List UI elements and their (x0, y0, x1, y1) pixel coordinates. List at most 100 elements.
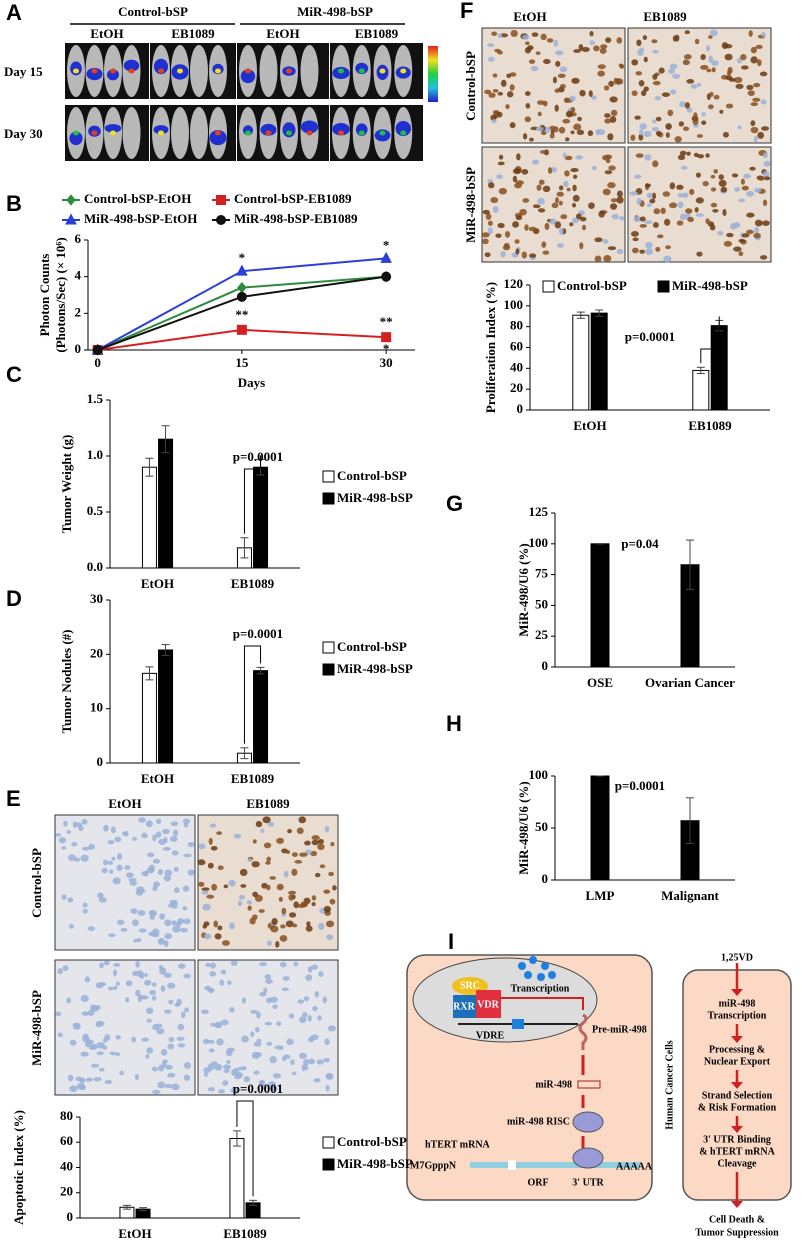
bracket (236, 1100, 254, 1197)
cell (635, 71, 643, 76)
cell (172, 925, 181, 933)
x-tick-label: EB1089 (223, 1226, 267, 1241)
label: miR-498 (535, 1079, 572, 1090)
cell (708, 35, 713, 39)
mouse (122, 107, 141, 159)
y-tick-label: 6 (75, 231, 82, 246)
cell (686, 151, 691, 156)
cell (525, 102, 531, 109)
cell (210, 962, 216, 969)
cell (557, 73, 566, 78)
cell (652, 74, 658, 80)
error-bar (232, 1130, 241, 1147)
cell (283, 1054, 291, 1060)
cell (652, 119, 657, 124)
cell (529, 253, 537, 258)
panel-label: E (6, 786, 21, 811)
cell (490, 196, 499, 204)
cell (151, 982, 157, 987)
cell (757, 175, 765, 181)
signal (286, 68, 292, 74)
signal (355, 62, 369, 75)
cell (696, 82, 702, 87)
signal (265, 130, 272, 136)
error-bar (161, 425, 170, 454)
cell (655, 246, 661, 252)
signal (358, 68, 365, 74)
cell (484, 89, 492, 95)
cell (594, 255, 602, 263)
cell (167, 982, 176, 989)
cell (631, 59, 639, 66)
cell (692, 118, 699, 125)
cell (98, 896, 107, 903)
cell (672, 35, 678, 42)
cell (487, 220, 493, 226)
annotation: p=0.0001 (233, 626, 283, 641)
cell (228, 879, 236, 887)
cell (323, 889, 331, 894)
cell (171, 920, 177, 926)
cell (325, 1072, 334, 1079)
annotation: ** (380, 314, 393, 329)
cell (270, 925, 279, 933)
cell (81, 819, 88, 825)
cell (319, 864, 326, 869)
cell (737, 57, 743, 64)
cell (728, 77, 736, 82)
legend-label: MiR-498-bSP (672, 278, 748, 293)
x-tick-label: 0 (94, 355, 101, 370)
cell (741, 233, 750, 238)
cell (264, 1021, 273, 1026)
cell (551, 166, 557, 173)
column-label: EtOH (513, 9, 546, 24)
legend-swatch (657, 280, 670, 293)
cell (510, 29, 518, 38)
cell (237, 900, 243, 907)
marker (65, 213, 77, 225)
cell (169, 836, 178, 843)
cell (524, 116, 532, 123)
cell (171, 1083, 180, 1091)
cell (75, 822, 82, 828)
cell (256, 1011, 261, 1019)
cell (687, 216, 694, 223)
cell (570, 168, 579, 173)
cell (298, 1052, 307, 1059)
cell (69, 1085, 78, 1092)
signal (73, 130, 79, 136)
cell (141, 1037, 149, 1042)
vdr-shape (476, 990, 501, 1018)
step-label: & hTERT mRNA (699, 1146, 775, 1157)
label: SRC (460, 980, 480, 991)
cell (61, 894, 67, 900)
cell (607, 133, 614, 141)
cell (738, 251, 744, 257)
group-label: Control-bSP (118, 4, 188, 19)
cell (639, 216, 646, 222)
cell (317, 1015, 322, 1021)
cell (741, 185, 749, 191)
cell (313, 1078, 321, 1083)
signal (395, 120, 412, 137)
cell (262, 816, 271, 824)
x-tick-label: LMP (586, 888, 615, 903)
mir-duplex (577, 1080, 601, 1089)
cell (608, 80, 614, 87)
cell (710, 174, 716, 179)
cell (609, 96, 618, 103)
cell (216, 831, 223, 835)
cell (279, 1045, 284, 1051)
x-tick-label: EtOH (118, 1226, 151, 1241)
cell (637, 49, 644, 56)
error-bar (161, 644, 170, 656)
cell (159, 967, 167, 975)
cell (261, 882, 268, 889)
cell (264, 974, 272, 980)
cell (293, 961, 299, 967)
cell (607, 182, 616, 189)
cell (170, 821, 179, 827)
cell (749, 166, 756, 171)
cell (535, 126, 544, 132)
cell (116, 864, 123, 871)
